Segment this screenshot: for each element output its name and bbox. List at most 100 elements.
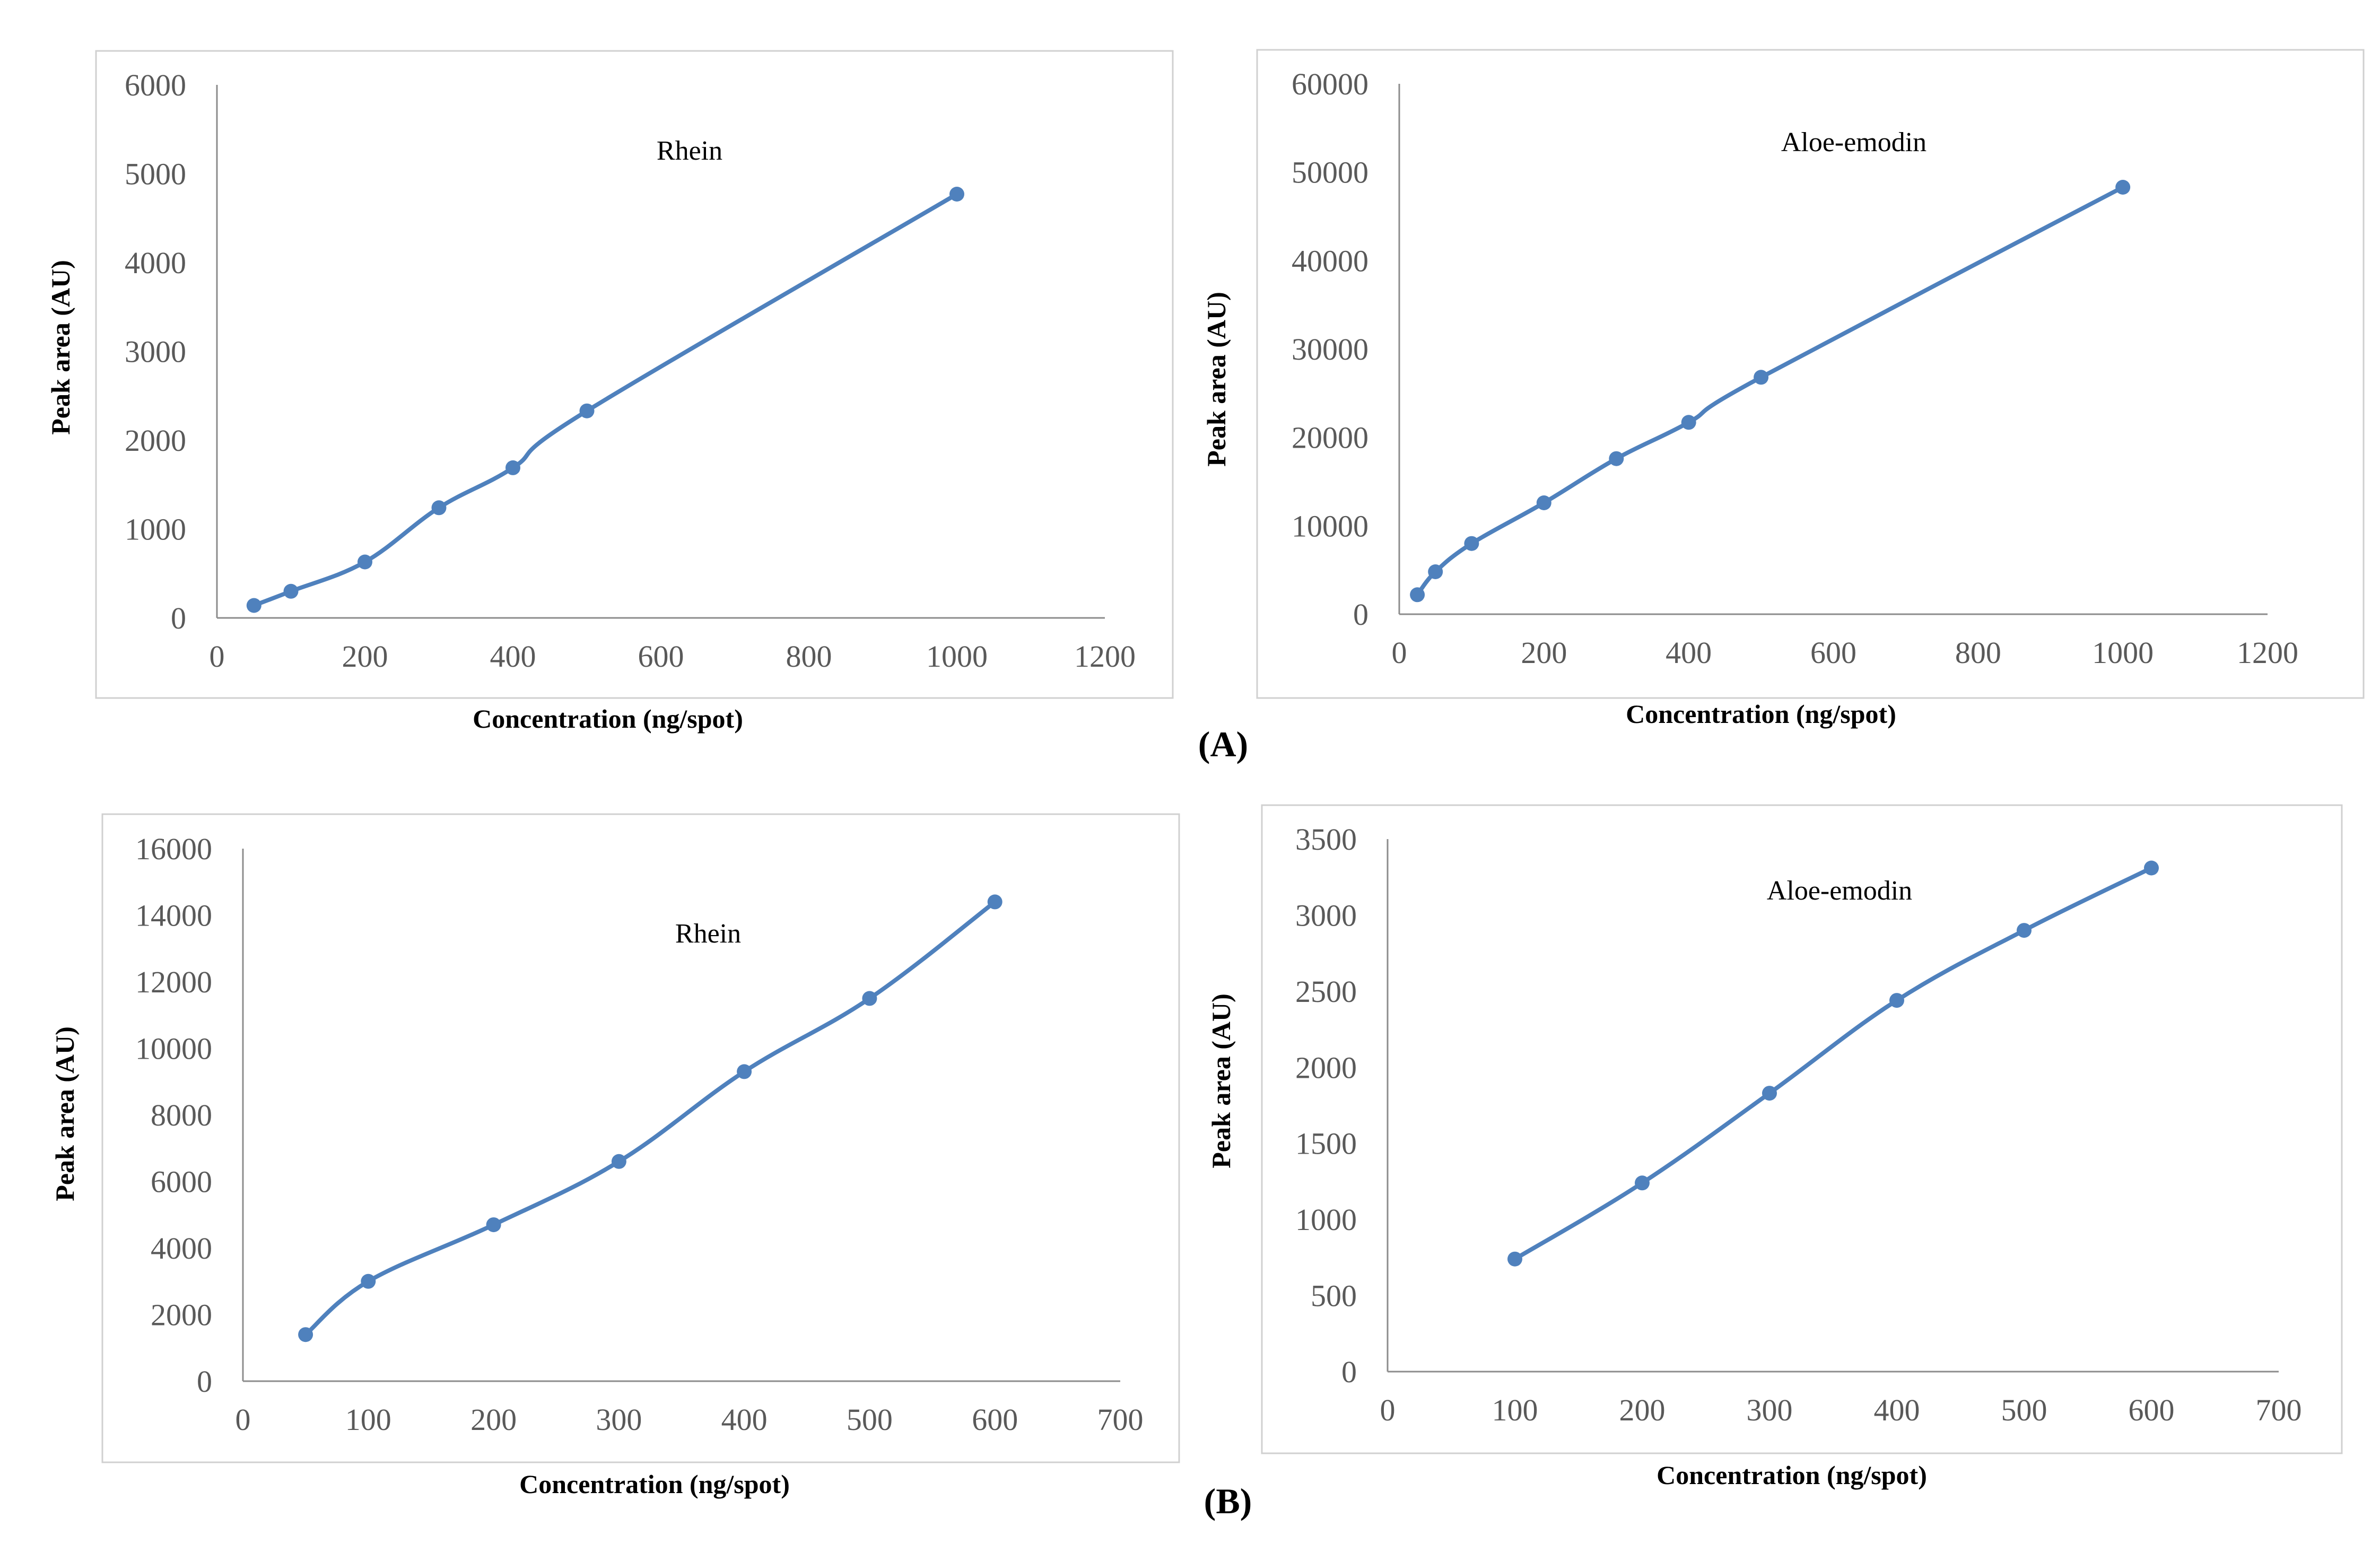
x-axis-label: Concentration (ng/spot) (1626, 699, 1896, 729)
y-tick-label: 10000 (1292, 509, 1368, 543)
x-tick-label: 600 (2129, 1393, 2175, 1427)
chart-title: Rhein (675, 919, 741, 949)
x-tick-label: 0 (236, 1402, 251, 1437)
x-tick-label: 0 (1392, 635, 1407, 670)
y-tick-label: 1500 (1295, 1127, 1357, 1161)
x-tick-label: 100 (1492, 1393, 1538, 1427)
x-tick-label: 400 (490, 639, 536, 674)
plot-area: 0 2000 4000 6000 8000 10000 12000 14000 16000 0 10… (135, 832, 1144, 1437)
data-point (862, 991, 877, 1006)
y-tick-label: 0 (197, 1364, 212, 1399)
data-point (358, 554, 372, 570)
x-axis-label: Concentration (ng/spot) (519, 1469, 790, 1499)
x-tick-label: 1000 (926, 639, 988, 674)
x-tick-label: 200 (1521, 635, 1567, 670)
chart-title: Aloe-emodin (1781, 127, 1926, 158)
series-line (251, 192, 959, 608)
y-tick-label: 1000 (125, 512, 186, 547)
chart-title: Aloe-emodin (1767, 876, 1912, 906)
x-tick-label: 500 (2001, 1393, 2047, 1427)
data-point (283, 583, 299, 599)
y-tick-label: 0 (1353, 597, 1368, 632)
y-tick-label: 20000 (1292, 421, 1368, 455)
chart-frame (1261, 804, 2343, 1454)
data-point (1754, 370, 1769, 385)
x-tick-label: 300 (596, 1402, 642, 1437)
chart-title: Rhein (657, 136, 722, 166)
chart-frame (95, 50, 1174, 699)
y-tick-label: 500 (1311, 1279, 1357, 1313)
data-point (1889, 993, 1904, 1008)
chart-rhein-b: Concentration (ng/spot) Peak area (AU) R… (50, 813, 1180, 1499)
x-tick-label: 700 (2256, 1393, 2302, 1427)
panel-label-b: (B) (1204, 1481, 1252, 1521)
data-point (1681, 415, 1696, 430)
x-tick-label: 200 (1619, 1393, 1666, 1427)
x-tick-label: 0 (210, 639, 225, 674)
data-point (505, 460, 520, 475)
x-tick-label: 400 (1666, 635, 1712, 670)
x-tick-label: 1000 (2092, 635, 2154, 670)
plot-area: 0 1000 2000 3000 4000 5000 6000 0 200 400 600 800 10… (125, 68, 1136, 674)
x-tick-label: 800 (786, 639, 832, 674)
data-point (486, 1217, 501, 1233)
y-tick-label: 60000 (1292, 67, 1368, 101)
y-axis-label: Peak area (AU) (1201, 292, 1231, 467)
series-line (1513, 866, 2154, 1261)
y-tick-label: 1000 (1295, 1202, 1357, 1237)
x-tick-label: 600 (972, 1402, 1018, 1437)
y-tick-label: 3000 (125, 335, 186, 369)
data-point (949, 187, 964, 202)
y-axis-label: Peak area (AU) (50, 1026, 80, 1201)
y-tick-label: 16000 (135, 832, 212, 866)
y-tick-label: 6000 (125, 68, 186, 102)
y-tick-label: 4000 (151, 1231, 212, 1266)
data-point (2144, 860, 2159, 876)
x-tick-label: 200 (470, 1402, 517, 1437)
data-point (1609, 451, 1624, 466)
x-tick-label: 200 (342, 639, 388, 674)
panel-label-a: (A) (1198, 724, 1248, 764)
x-axis-label: Concentration (ng/spot) (1657, 1460, 1927, 1490)
x-tick-label: 300 (1747, 1393, 1793, 1427)
y-tick-label: 4000 (125, 246, 186, 280)
chart-frame (1256, 49, 2365, 699)
data-point (611, 1154, 626, 1169)
y-tick-label: 12000 (135, 965, 212, 999)
data-point (1536, 495, 1551, 510)
x-tick-label: 400 (1874, 1393, 1920, 1427)
x-tick-label: 600 (1810, 635, 1856, 670)
x-axis-label: Concentration (ng/spot) (473, 704, 743, 734)
data-point (1464, 536, 1479, 551)
data-point (431, 500, 447, 516)
chart-frame (101, 813, 1180, 1463)
y-tick-label: 6000 (151, 1165, 212, 1199)
y-tick-label: 3000 (1295, 898, 1357, 932)
data-point (579, 403, 595, 418)
y-tick-label: 5000 (125, 157, 186, 191)
data-point (2115, 180, 2131, 195)
y-tick-label: 14000 (135, 899, 212, 933)
data-point (1635, 1175, 1650, 1191)
y-tick-label: 50000 (1292, 155, 1368, 190)
data-point (298, 1327, 313, 1342)
data-point (2017, 923, 2032, 938)
data-point (1428, 564, 1443, 579)
x-tick-label: 500 (847, 1402, 893, 1437)
y-tick-label: 2000 (1295, 1050, 1357, 1085)
y-tick-label: 30000 (1292, 332, 1368, 367)
y-tick-label: 10000 (135, 1032, 212, 1066)
y-tick-label: 40000 (1292, 243, 1368, 278)
data-point (1762, 1086, 1777, 1101)
x-tick-label: 1200 (2237, 635, 2298, 670)
x-tick-label: 0 (1380, 1393, 1396, 1427)
y-axis-label: Peak area (AU) (46, 260, 75, 435)
plot-area: 0 500 1000 1500 2000 2500 3000 3500 0 100 200 300 40… (1295, 822, 2302, 1427)
y-axis-label: Peak area (AU) (1206, 993, 1236, 1168)
chart-aloe-emodin-a: Concentration (ng/spot) Peak area (AU) A… (1201, 49, 2365, 729)
x-tick-label: 100 (345, 1402, 391, 1437)
y-tick-label: 0 (171, 601, 186, 635)
x-tick-label: 1200 (1074, 639, 1136, 674)
y-tick-label: 3500 (1295, 822, 1357, 857)
